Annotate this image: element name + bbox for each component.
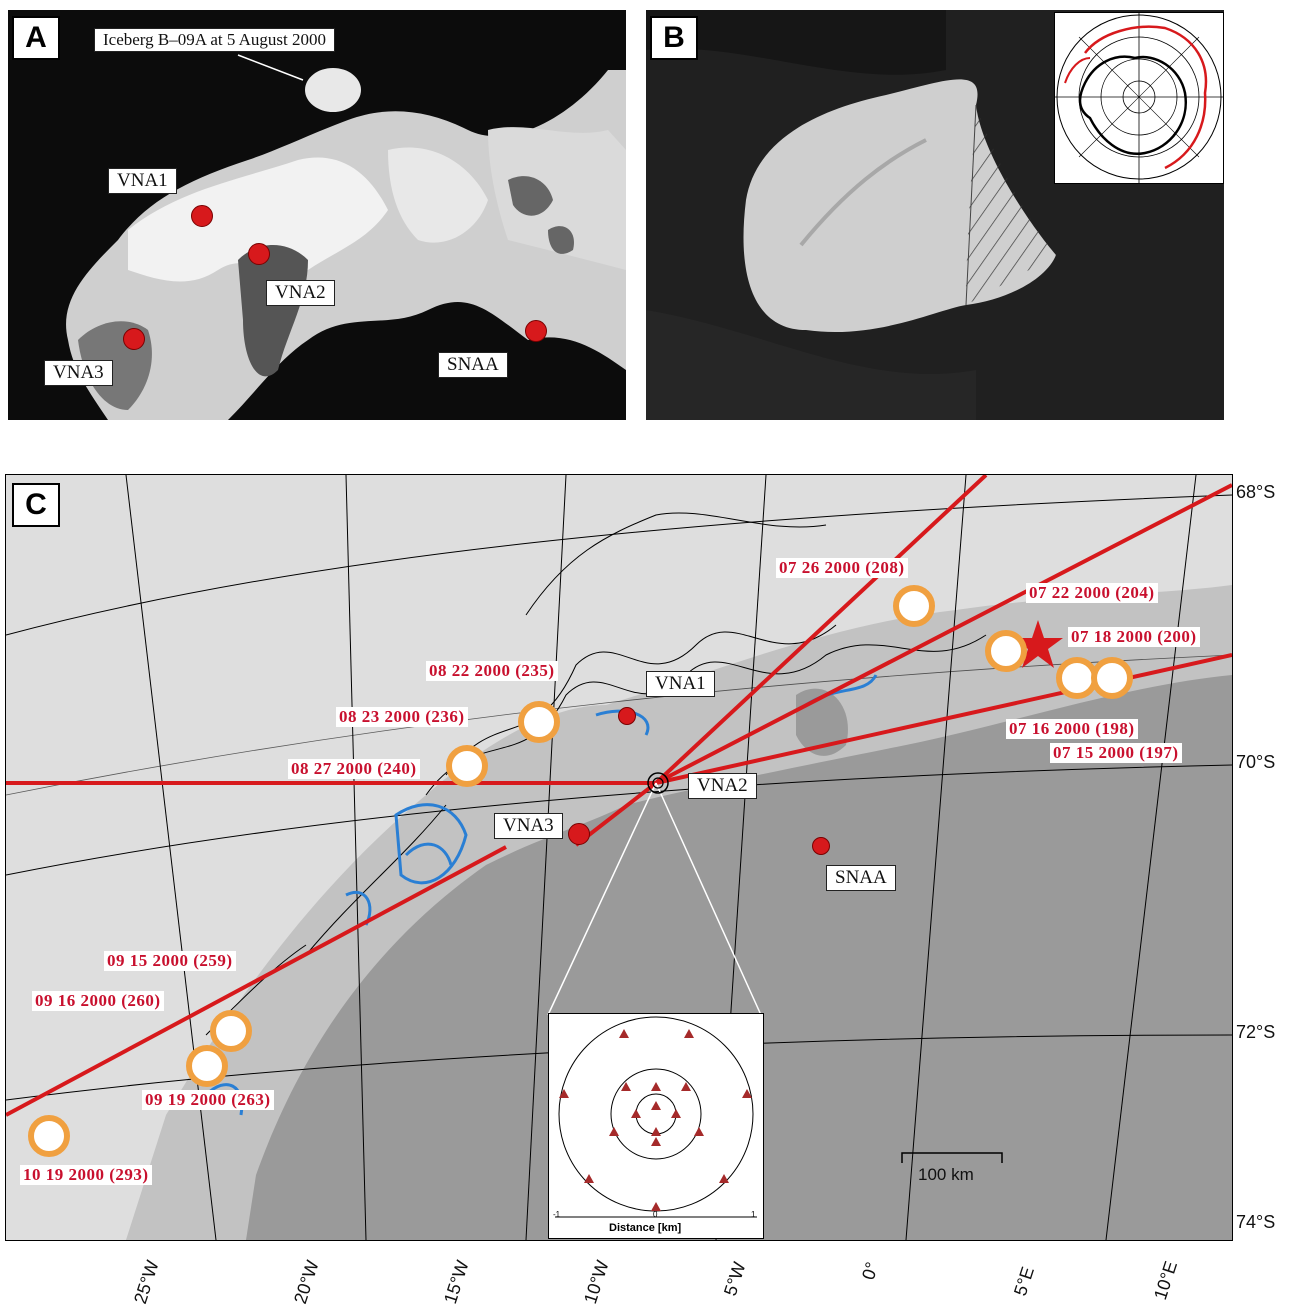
panel-c: C VNA1 VNA2 VNA3 SNAA 07 26 2000 (208) 0…	[5, 474, 1233, 1241]
date-label: 08 27 2000 (240)	[288, 759, 420, 779]
lat-label-72s: 72°S	[1236, 1022, 1276, 1042]
panel-a-station-snaa	[525, 320, 547, 342]
iceberg-label: Iceberg B–09A at 5 August 2000	[94, 28, 336, 52]
panel-c-map	[6, 475, 1232, 1240]
date-label: 09 15 2000 (259)	[104, 951, 236, 971]
station-array-diagram	[555, 1016, 757, 1218]
iceberg-position-0726	[893, 585, 935, 627]
inset-xlabel: Distance [km]	[609, 1222, 682, 1234]
panel-a-label-vna1: VNA1	[108, 168, 177, 194]
lon-label-20w: 20°W	[290, 1257, 323, 1307]
panel-c-label-vna1: VNA1	[646, 671, 715, 697]
inset-tick-left: -1	[553, 1210, 561, 1219]
panel-c-letter: C	[12, 483, 60, 527]
panel-a-satellite-image	[66, 54, 626, 420]
panel-c-label-vna3: VNA3	[494, 813, 563, 839]
date-label: 07 18 2000 (200)	[1068, 627, 1200, 647]
date-label: 09 16 2000 (260)	[32, 991, 164, 1011]
lat-label-70s: 70°S	[1236, 752, 1276, 772]
iceberg-position-1019	[28, 1115, 70, 1157]
date-label: 07 22 2000 (204)	[1026, 583, 1158, 603]
panel-c-label-snaa: SNAA	[826, 865, 896, 891]
lon-label-0: 0°	[858, 1259, 883, 1283]
iceberg-position-0827	[446, 745, 488, 787]
panel-a-letter: A	[12, 16, 60, 60]
panel-a: A Iceberg B–09A at 5 August 2000 VNA1 VN…	[8, 10, 626, 420]
panel-b-letter: B	[650, 16, 698, 60]
panel-b: B	[646, 10, 1224, 420]
iceberg-position-0823	[518, 701, 560, 743]
date-label: 08 23 2000 (236)	[336, 707, 468, 727]
iceberg-position-0722	[985, 630, 1027, 672]
lat-label-68s: 68°S	[1236, 482, 1276, 502]
panel-a-station-vna3	[123, 328, 145, 350]
panel-a-station-vna1	[191, 205, 213, 227]
iceberg-position-0715	[1091, 657, 1133, 699]
panel-c-station-snaa	[812, 837, 830, 855]
iceberg-position-0919	[186, 1045, 228, 1087]
lat-label-74s: 74°S	[1236, 1212, 1276, 1232]
lon-label-25w: 25°W	[130, 1257, 163, 1307]
lon-label-5e: 5°E	[1010, 1264, 1039, 1299]
panel-a-station-vna2	[248, 243, 270, 265]
panel-c-station-vna1	[618, 707, 636, 725]
panel-a-label-vna2: VNA2	[266, 280, 335, 306]
date-label: 08 22 2000 (235)	[426, 661, 558, 681]
lon-label-10w: 10°W	[580, 1257, 613, 1307]
station-array-inset: -1 0 1 Distance [km]	[548, 1013, 764, 1239]
panel-c-station-vna3	[568, 823, 590, 845]
antarctica-inset	[1054, 12, 1224, 184]
inset-tick-right: 1	[751, 1210, 756, 1219]
date-label: 07 26 2000 (208)	[776, 558, 908, 578]
lon-label-15w: 15°W	[440, 1257, 473, 1307]
scale-bar-label: 100 km	[918, 1165, 974, 1184]
panel-c-label-vna2: VNA2	[688, 773, 757, 799]
panel-a-label-snaa: SNAA	[438, 352, 508, 378]
iceberg-position-0916	[210, 1010, 252, 1052]
date-label: 10 19 2000 (293)	[20, 1165, 152, 1185]
date-label: 09 19 2000 (263)	[142, 1090, 274, 1110]
lon-label-5w: 5°W	[720, 1259, 750, 1299]
antarctica-inset-map	[1055, 13, 1223, 183]
inset-tick-center: 0	[653, 1210, 658, 1219]
lon-label-10e: 10°E	[1150, 1258, 1182, 1303]
date-label: 07 16 2000 (198)	[1006, 719, 1138, 739]
panel-a-label-vna3: VNA3	[44, 360, 113, 386]
date-label: 07 15 2000 (197)	[1050, 743, 1182, 763]
